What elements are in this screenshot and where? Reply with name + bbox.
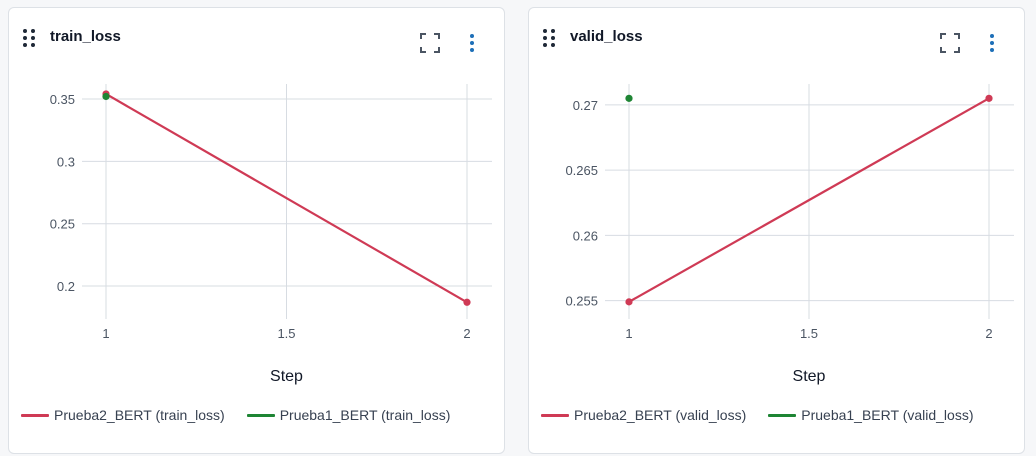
- kebab-menu-icon[interactable]: [466, 32, 478, 54]
- chart-title: valid_loss: [570, 28, 643, 45]
- y-tick-label: 0.27: [573, 98, 598, 113]
- y-tick-label: 0.25: [50, 217, 75, 232]
- legend-label-prueba1: Prueba1_BERT (valid_loss): [801, 407, 974, 423]
- y-tick-label: 0.3: [57, 154, 75, 169]
- y-tick-label: 0.26: [573, 228, 598, 243]
- x-axis-title: Step: [270, 368, 303, 385]
- data-point: [102, 92, 110, 101]
- drag-handle-icon[interactable]: [543, 29, 557, 47]
- chart-title: train_loss: [50, 28, 121, 45]
- legend-label-prueba1: Prueba1_BERT (train_loss): [279, 407, 451, 423]
- chart-card-valid-loss: valid_loss 1 1.5 2 0.27 0.265 0.26 0.255 Step P…: [528, 7, 1025, 454]
- data-point: [463, 298, 471, 306]
- legend-item-prueba1[interactable]: Prueba1_BERT (train_loss): [246, 407, 451, 423]
- fullscreen-icon[interactable]: [419, 32, 441, 54]
- y-tick-label: 0.255: [565, 294, 598, 309]
- legend-label-prueba2: Prueba2_BERT (valid_loss): [574, 407, 747, 423]
- x-tick-label: 2: [463, 326, 470, 341]
- x-tick-label: 2: [985, 326, 992, 341]
- chart-card-train-loss: train_loss 1 1.5 2 0.35 0.3 0.25 0.2 Step Prueb…: [8, 7, 505, 454]
- legend: Prueba2_BERT (valid_loss) Prueba1_BERT (…: [541, 407, 974, 423]
- y-tick-label: 0.35: [50, 92, 75, 107]
- legend-swatch-prueba1: [246, 413, 275, 417]
- legend-item-prueba1[interactable]: Prueba1_BERT (valid_loss): [768, 407, 974, 423]
- fullscreen-icon[interactable]: [939, 32, 961, 54]
- legend-swatch-prueba2: [21, 413, 49, 417]
- x-tick-label: 1: [102, 326, 109, 341]
- data-point: [625, 94, 633, 102]
- series-line: [105, 93, 468, 304]
- x-axis-title: Step: [793, 368, 826, 385]
- plot-area: 1 1.5 2 0.35 0.3 0.25 0.2 Step: [50, 84, 492, 385]
- legend-item-prueba2[interactable]: Prueba2_BERT (valid_loss): [541, 407, 746, 423]
- y-tick-label: 0.265: [565, 163, 598, 178]
- series-line: [628, 97, 990, 303]
- y-tick-label: 0.2: [57, 279, 75, 294]
- x-tick-label: 1.5: [800, 326, 818, 341]
- legend-swatch-prueba1: [768, 413, 797, 417]
- data-point: [985, 94, 993, 102]
- legend-item-prueba2[interactable]: Prueba2_BERT (train_loss): [21, 407, 225, 423]
- data-point: [625, 298, 633, 306]
- legend-label-prueba2: Prueba2_BERT (train_loss): [54, 407, 225, 423]
- legend: Prueba2_BERT (train_loss) Prueba1_BERT (…: [21, 407, 450, 423]
- x-tick-label: 1: [625, 326, 632, 341]
- kebab-menu-icon[interactable]: [986, 32, 998, 54]
- legend-swatch-prueba2: [541, 413, 569, 417]
- drag-handle-icon[interactable]: [23, 29, 37, 47]
- x-tick-label: 1.5: [277, 326, 295, 341]
- plot-area: 1 1.5 2 0.27 0.265 0.26 0.255 Step: [565, 84, 1014, 385]
